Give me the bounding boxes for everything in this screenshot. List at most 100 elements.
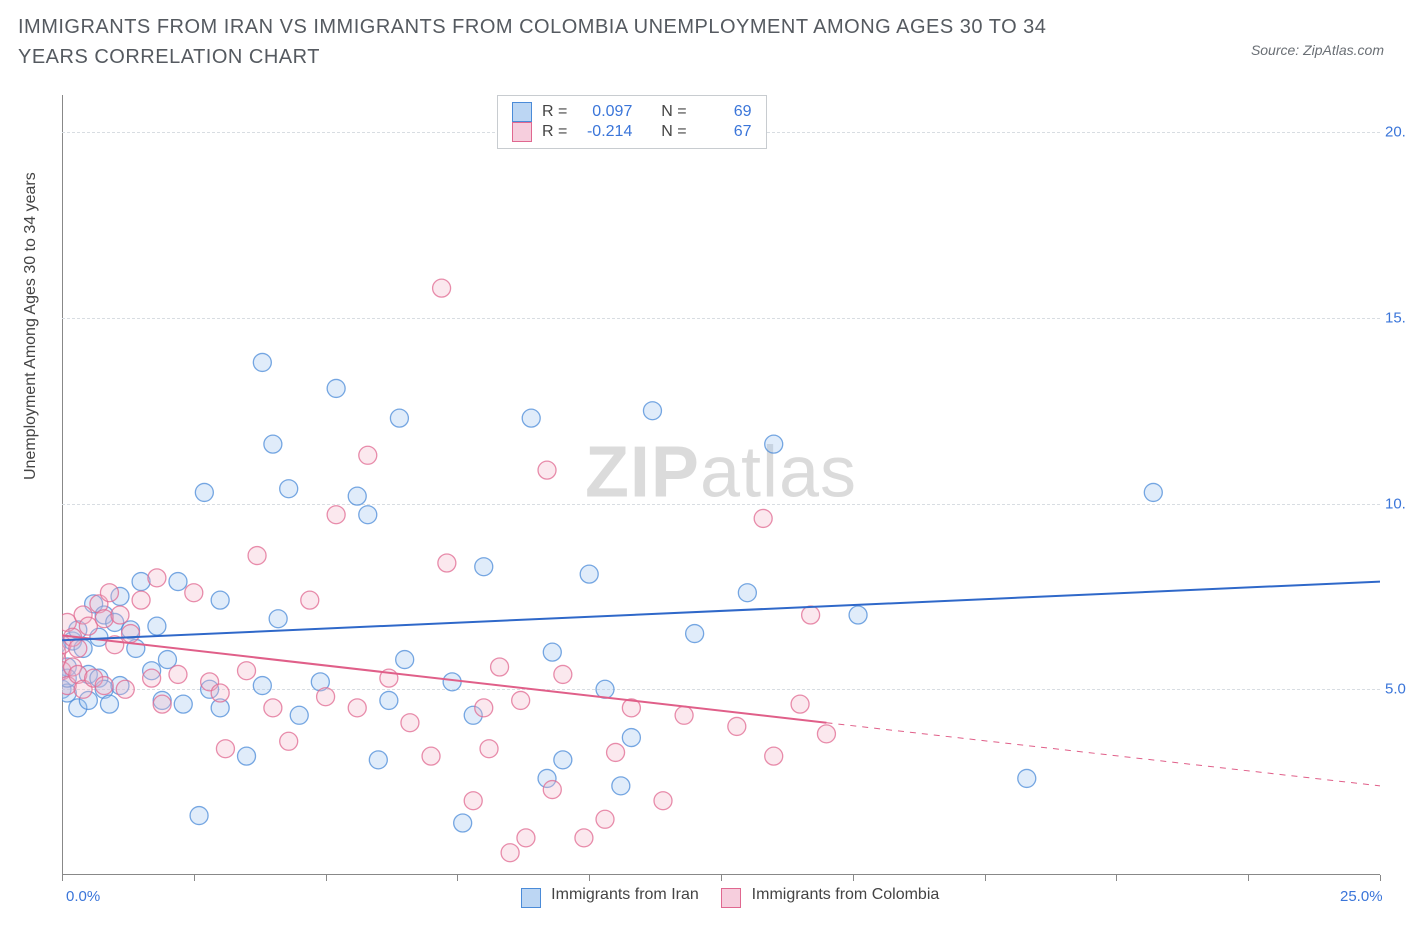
iran-point bbox=[454, 814, 472, 832]
x-tick bbox=[853, 875, 854, 881]
iran-swatch-icon bbox=[512, 102, 532, 122]
colombia-point bbox=[491, 658, 509, 676]
n-label: N = bbox=[661, 103, 686, 121]
colombia-point bbox=[728, 717, 746, 735]
colombia-point bbox=[132, 591, 150, 609]
colombia-trendline-dashed bbox=[826, 723, 1380, 786]
iran-point bbox=[622, 729, 640, 747]
colombia-point bbox=[517, 829, 535, 847]
iran-point bbox=[580, 565, 598, 583]
iran-point bbox=[238, 747, 256, 765]
iran-point bbox=[396, 651, 414, 669]
colombia-point bbox=[216, 740, 234, 758]
colombia-point bbox=[301, 591, 319, 609]
iran-point bbox=[475, 558, 493, 576]
colombia-point bbox=[654, 792, 672, 810]
iran-r-value: 0.097 bbox=[577, 103, 632, 121]
iran-point bbox=[348, 487, 366, 505]
iran-point bbox=[369, 751, 387, 769]
iran-point bbox=[596, 680, 614, 698]
colombia-point bbox=[348, 699, 366, 717]
iran-n-value: 69 bbox=[697, 103, 752, 121]
iran-point bbox=[100, 695, 118, 713]
r-label: R = bbox=[542, 103, 567, 121]
stats-legend: R = 0.097 N = 69 R = -0.214 N = 67 bbox=[497, 95, 767, 149]
iran-series-label: Immigrants from Iran bbox=[551, 886, 699, 903]
iran-point bbox=[195, 483, 213, 501]
iran-point bbox=[253, 353, 271, 371]
x-tick bbox=[985, 875, 986, 881]
colombia-point bbox=[264, 699, 282, 717]
iran-point bbox=[1144, 483, 1162, 501]
colombia-point bbox=[501, 844, 519, 862]
iran-point bbox=[443, 673, 461, 691]
colombia-point bbox=[422, 747, 440, 765]
x-tick bbox=[589, 875, 590, 881]
colombia-point bbox=[607, 743, 625, 761]
iran-point bbox=[169, 573, 187, 591]
series-legend: Immigrants from Iran Immigrants from Col… bbox=[62, 885, 1380, 905]
iran-point bbox=[359, 506, 377, 524]
iran-point bbox=[686, 625, 704, 643]
colombia-point bbox=[675, 706, 693, 724]
iran-point bbox=[612, 777, 630, 795]
colombia-point bbox=[538, 461, 556, 479]
colombia-point bbox=[802, 606, 820, 624]
x-tick bbox=[326, 875, 327, 881]
iran-point bbox=[327, 379, 345, 397]
iran-point bbox=[849, 606, 867, 624]
iran-swatch-icon bbox=[521, 888, 541, 908]
colombia-series-label: Immigrants from Colombia bbox=[752, 886, 940, 903]
iran-point bbox=[765, 435, 783, 453]
x-tick bbox=[1248, 875, 1249, 881]
y-axis-label: Unemployment Among Ages 30 to 34 years bbox=[22, 172, 40, 480]
colombia-point bbox=[475, 699, 493, 717]
colombia-point bbox=[95, 610, 113, 628]
colombia-point bbox=[238, 662, 256, 680]
legend-row-colombia: R = -0.214 N = 67 bbox=[512, 122, 752, 142]
colombia-point bbox=[122, 625, 140, 643]
colombia-point bbox=[791, 695, 809, 713]
colombia-point bbox=[100, 584, 118, 602]
colombia-point bbox=[575, 829, 593, 847]
iran-point bbox=[390, 409, 408, 427]
chart-title: IMMIGRANTS FROM IRAN VS IMMIGRANTS FROM … bbox=[18, 12, 1118, 72]
colombia-point bbox=[817, 725, 835, 743]
y-tick-label: 10.0% bbox=[1385, 495, 1406, 512]
x-tick bbox=[194, 875, 195, 881]
x-tick bbox=[1380, 875, 1381, 881]
x-axis-end-label: 25.0% bbox=[1340, 888, 1383, 905]
colombia-point bbox=[464, 792, 482, 810]
r-label: R = bbox=[542, 123, 567, 141]
y-tick-label: 20.0% bbox=[1385, 124, 1406, 141]
n-label: N = bbox=[661, 123, 686, 141]
colombia-point bbox=[116, 680, 134, 698]
iran-point bbox=[380, 691, 398, 709]
colombia-point bbox=[554, 665, 572, 683]
colombia-swatch-icon bbox=[512, 122, 532, 142]
colombia-point bbox=[401, 714, 419, 732]
iran-point bbox=[543, 643, 561, 661]
iran-point bbox=[264, 435, 282, 453]
iran-point bbox=[643, 402, 661, 420]
x-tick bbox=[457, 875, 458, 881]
iran-point bbox=[290, 706, 308, 724]
colombia-point bbox=[596, 810, 614, 828]
colombia-point bbox=[95, 677, 113, 695]
colombia-point bbox=[143, 669, 161, 687]
colombia-point bbox=[543, 781, 561, 799]
x-axis-end-label: 0.0% bbox=[66, 888, 100, 905]
iran-point bbox=[1018, 769, 1036, 787]
colombia-point bbox=[111, 606, 129, 624]
source-text: Source: ZipAtlas.com bbox=[1251, 42, 1384, 58]
y-tick-label: 5.0% bbox=[1385, 681, 1406, 698]
colombia-r-value: -0.214 bbox=[577, 123, 632, 141]
colombia-point bbox=[433, 279, 451, 297]
iran-point bbox=[522, 409, 540, 427]
colombia-swatch-icon bbox=[721, 888, 741, 908]
scatter-plot bbox=[62, 95, 1380, 875]
iran-point bbox=[148, 617, 166, 635]
colombia-point bbox=[185, 584, 203, 602]
colombia-point bbox=[317, 688, 335, 706]
colombia-point bbox=[248, 547, 266, 565]
